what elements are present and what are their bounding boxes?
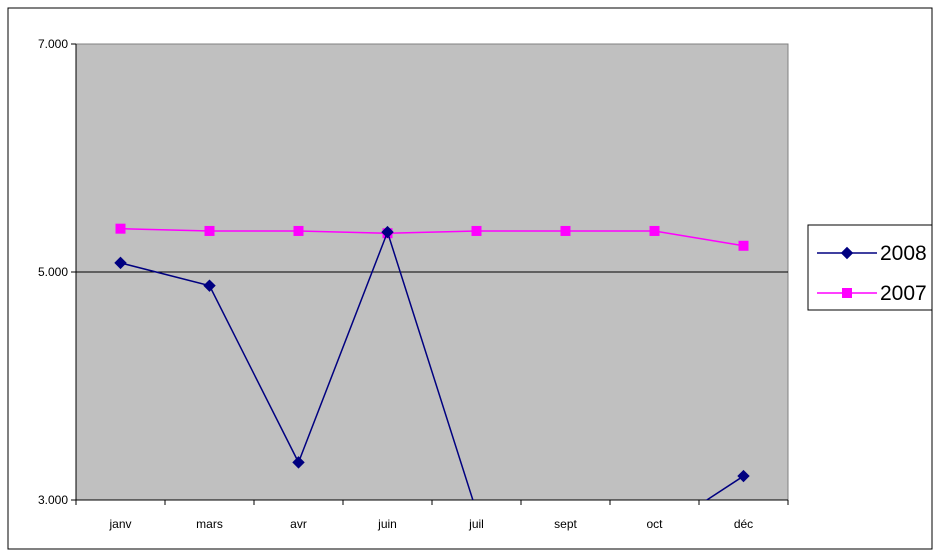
data-point-2007 [738, 240, 749, 251]
data-point-2007 [204, 225, 215, 236]
data-point-2008 [203, 279, 216, 292]
data-point-2008 [292, 456, 305, 469]
x-tick-label: mars [196, 517, 223, 531]
series [114, 223, 750, 500]
y-tick-label: 7.000 [38, 37, 68, 51]
data-point-2007 [471, 225, 482, 236]
x-tick-label: juil [468, 517, 484, 531]
legend-label-2008: 2008 [880, 242, 927, 265]
legend-label-2007: 2007 [880, 282, 927, 305]
y-tick-label: 5.000 [38, 265, 68, 279]
legend-box [807, 224, 933, 311]
series-2008 [114, 225, 750, 500]
data-point-2008 [381, 225, 394, 239]
legend-marker-2008 [840, 246, 854, 260]
data-point-2008 [114, 256, 127, 270]
legend-marker-2007 [842, 288, 852, 298]
data-point-2007 [560, 225, 571, 236]
x-tick-label: avr [290, 517, 307, 531]
series-line-2008 [705, 475, 744, 500]
y-tick-labels: 3.000 5.000 7.000 [38, 37, 68, 507]
axis-ticks [71, 43, 789, 505]
data-point-2007 [649, 225, 660, 236]
data-point-2008 [737, 469, 750, 483]
series-line-2007 [120, 227, 744, 247]
data-point-2007 [115, 223, 126, 234]
legend: 2008 2007 [807, 224, 933, 311]
x-tick-label: juin [377, 517, 397, 531]
x-tick-label: déc [734, 517, 753, 531]
x-tick-labels: janv mars avr juin juil sept oct déc [108, 517, 753, 531]
x-tick-label: sept [554, 517, 577, 531]
x-tick-label: janv [108, 517, 131, 531]
data-point-2007 [293, 225, 304, 236]
x-tick-label: oct [646, 517, 663, 531]
y-tick-label: 3.000 [38, 493, 68, 507]
